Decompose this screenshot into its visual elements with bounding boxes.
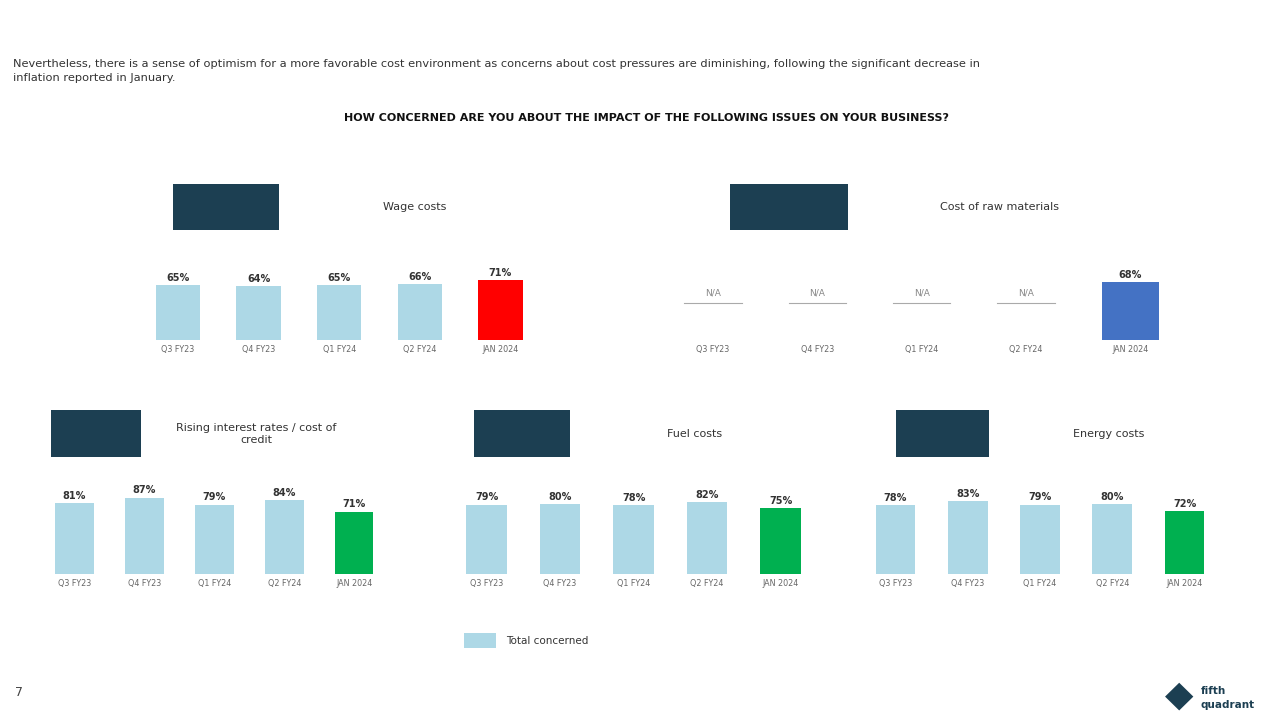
Text: 87%: 87% — [133, 485, 156, 495]
Text: Q1 FY24: Q1 FY24 — [323, 346, 356, 354]
Text: JAN 2024: JAN 2024 — [763, 579, 799, 588]
Bar — [237, 286, 280, 340]
Text: 79%: 79% — [202, 492, 227, 503]
Text: Nevertheless, there is a sense of optimism for a more favorable cost environment: Nevertheless, there is a sense of optimi… — [13, 59, 979, 84]
Text: 83%: 83% — [956, 489, 979, 499]
Text: Q3 FY23: Q3 FY23 — [58, 579, 91, 588]
Text: 80%: 80% — [548, 492, 572, 502]
Text: Q3 FY23: Q3 FY23 — [161, 346, 195, 354]
Text: Q2 FY24: Q2 FY24 — [1096, 579, 1129, 588]
Text: N/A: N/A — [1018, 289, 1034, 297]
Bar — [156, 285, 200, 340]
Bar — [1020, 505, 1060, 574]
FancyBboxPatch shape — [474, 410, 571, 457]
Text: Cost of raw materials: Cost of raw materials — [941, 202, 1060, 212]
Bar — [466, 505, 507, 574]
Text: Q1 FY24: Q1 FY24 — [198, 579, 230, 588]
Text: Rising interest rates / cost of
credit: Rising interest rates / cost of credit — [175, 423, 337, 444]
Bar — [947, 501, 988, 574]
Text: Q4 FY23: Q4 FY23 — [242, 346, 275, 354]
Text: N/A: N/A — [914, 289, 929, 297]
Bar — [265, 500, 303, 574]
Text: 79%: 79% — [475, 492, 498, 503]
Text: Q4 FY23: Q4 FY23 — [801, 346, 835, 354]
Text: HOW CONCERNED ARE YOU ABOUT THE IMPACT OF THE FOLLOWING ISSUES ON YOUR BUSINESS?: HOW CONCERNED ARE YOU ABOUT THE IMPACT O… — [344, 113, 948, 123]
Bar — [479, 280, 522, 340]
Bar — [1165, 510, 1204, 574]
Text: quadrant: quadrant — [1201, 700, 1256, 709]
Bar — [398, 284, 442, 340]
Text: 66%: 66% — [408, 272, 431, 282]
Text: Q2 FY24: Q2 FY24 — [268, 579, 301, 588]
Text: Energy costs: Energy costs — [1074, 429, 1144, 438]
Text: Q2 FY24: Q2 FY24 — [403, 346, 436, 354]
Text: Q4 FY23: Q4 FY23 — [128, 579, 161, 588]
Bar — [1102, 282, 1158, 340]
Text: 71%: 71% — [489, 268, 512, 278]
Text: 68%: 68% — [1119, 270, 1142, 280]
Text: Q1 FY24: Q1 FY24 — [905, 346, 938, 354]
Bar — [55, 503, 93, 574]
Bar — [463, 634, 495, 648]
Bar — [195, 505, 234, 574]
Text: 78%: 78% — [622, 493, 645, 503]
Text: 84%: 84% — [273, 488, 296, 498]
Text: Fuel costs: Fuel costs — [667, 429, 722, 438]
Text: 72%: 72% — [1172, 498, 1197, 508]
Text: fifth: fifth — [1201, 685, 1226, 696]
Text: Wage costs: Wage costs — [383, 202, 447, 212]
Text: 82%: 82% — [695, 490, 719, 500]
Bar — [760, 508, 801, 574]
Text: 65%: 65% — [328, 273, 351, 283]
Bar — [1092, 504, 1133, 574]
Text: JAN 2024: JAN 2024 — [337, 579, 372, 588]
FancyBboxPatch shape — [730, 184, 847, 230]
Bar — [125, 498, 164, 574]
Text: Key Performance Indicators | Business Concerns: Key Performance Indicators | Business Co… — [13, 12, 466, 30]
Bar — [317, 285, 361, 340]
Text: 75%: 75% — [769, 496, 792, 506]
Text: 80%: 80% — [1101, 492, 1124, 502]
FancyBboxPatch shape — [51, 410, 141, 457]
Bar — [687, 502, 727, 574]
Text: 78%: 78% — [883, 493, 908, 503]
Polygon shape — [1165, 683, 1193, 711]
Text: Total concerned: Total concerned — [506, 636, 588, 646]
Text: N/A: N/A — [705, 289, 721, 297]
Bar — [876, 505, 915, 574]
Text: JAN 2024: JAN 2024 — [1112, 346, 1148, 354]
Text: Q1 FY24: Q1 FY24 — [1024, 579, 1056, 588]
Bar — [335, 512, 374, 574]
Bar — [613, 505, 654, 574]
FancyBboxPatch shape — [896, 410, 989, 457]
Text: 65%: 65% — [166, 273, 189, 283]
Text: 81%: 81% — [63, 491, 86, 500]
Text: Q1 FY24: Q1 FY24 — [617, 579, 650, 588]
Text: Q3 FY23: Q3 FY23 — [470, 579, 503, 588]
Text: Q3 FY23: Q3 FY23 — [696, 346, 730, 354]
Text: JAN 2024: JAN 2024 — [1166, 579, 1203, 588]
Text: Q2 FY24: Q2 FY24 — [1009, 346, 1043, 354]
Text: N/A: N/A — [809, 289, 826, 297]
Text: JAN 2024: JAN 2024 — [483, 346, 518, 354]
Text: Q4 FY23: Q4 FY23 — [951, 579, 984, 588]
Text: 7: 7 — [15, 686, 23, 699]
Bar — [540, 504, 580, 574]
Text: Q2 FY24: Q2 FY24 — [690, 579, 723, 588]
Text: Q4 FY23: Q4 FY23 — [544, 579, 577, 588]
Text: 79%: 79% — [1028, 492, 1052, 503]
FancyBboxPatch shape — [173, 184, 279, 230]
Text: Q3 FY23: Q3 FY23 — [879, 579, 913, 588]
Text: 64%: 64% — [247, 274, 270, 284]
Text: 71%: 71% — [343, 500, 366, 510]
